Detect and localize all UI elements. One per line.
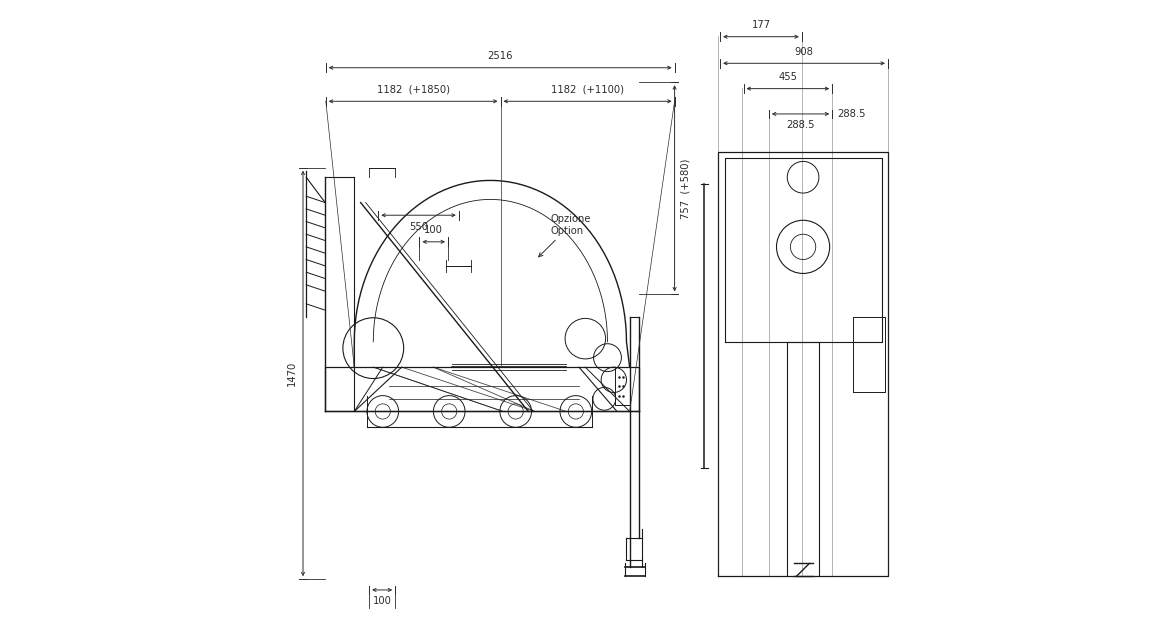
Text: 177: 177: [752, 20, 770, 30]
Text: 288.5: 288.5: [786, 120, 815, 130]
Text: Opzione
Option: Opzione Option: [538, 214, 591, 257]
Text: 1182  (+1850): 1182 (+1850): [376, 85, 449, 95]
Text: 550: 550: [409, 222, 428, 232]
Text: 757  (+580): 757 (+580): [681, 158, 691, 218]
Text: 1470: 1470: [287, 361, 296, 386]
Text: 288.5: 288.5: [837, 109, 866, 119]
Text: 2516: 2516: [488, 51, 513, 61]
Text: 1182  (+1100): 1182 (+1100): [551, 85, 624, 95]
Text: 100: 100: [424, 225, 444, 235]
Text: 908: 908: [794, 47, 813, 57]
Text: 100: 100: [373, 596, 391, 606]
Text: 455: 455: [778, 72, 798, 82]
